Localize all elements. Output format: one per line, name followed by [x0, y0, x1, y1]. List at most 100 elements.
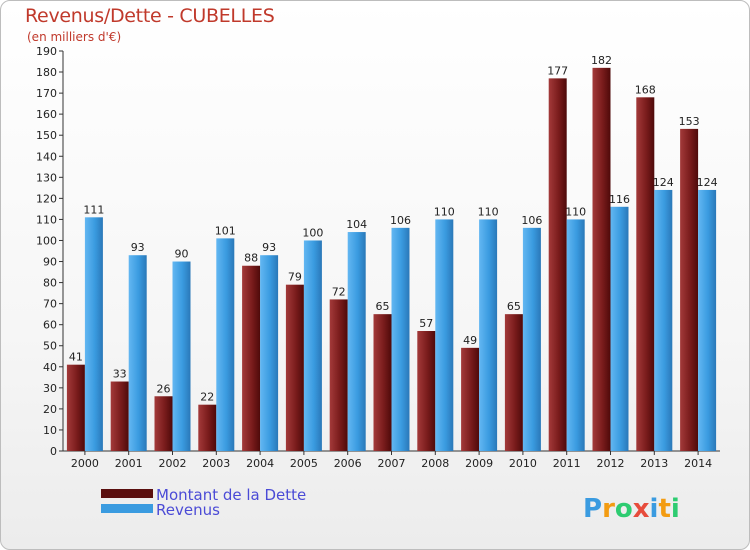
data-label-debt: 22 — [200, 391, 214, 404]
bar-revenue — [479, 219, 498, 451]
bar-revenue — [566, 219, 585, 451]
legend-label: Montant de la Dette — [156, 486, 306, 504]
y-tick-label: 190 — [36, 45, 57, 58]
x-tick-label: 2004 — [246, 457, 274, 470]
data-label-revenue: 90 — [175, 248, 189, 261]
bar-debt — [373, 314, 392, 451]
bar-debt — [242, 265, 261, 451]
bar-debt — [504, 314, 523, 451]
y-tick-label: 130 — [36, 171, 57, 184]
y-tick-label: 150 — [36, 129, 57, 142]
bar-debt — [110, 381, 129, 451]
y-tick-label: 60 — [43, 319, 57, 332]
x-tick-label: 2012 — [597, 457, 625, 470]
bar-revenue — [391, 227, 410, 451]
data-label-debt: 177 — [547, 64, 568, 77]
bar-debt — [329, 299, 348, 451]
bar-revenue — [128, 255, 147, 451]
proxiti-logo: Proxiti — [583, 494, 680, 524]
data-label-debt: 72 — [332, 285, 346, 298]
data-label-debt: 153 — [679, 115, 700, 128]
y-tick-label: 20 — [43, 403, 57, 416]
x-tick-label: 2011 — [553, 457, 581, 470]
watermark-text: Proxiti — [583, 494, 680, 524]
bar-debt — [636, 97, 655, 451]
y-tick-label: 170 — [36, 87, 57, 100]
data-label-revenue: 106 — [521, 214, 542, 227]
y-tick-label: 120 — [36, 192, 57, 205]
data-label-revenue: 101 — [215, 224, 236, 237]
bar-revenue — [172, 261, 191, 451]
x-tick-label: 2014 — [684, 457, 712, 470]
bar-revenue — [84, 217, 103, 451]
bar-revenue — [522, 227, 541, 451]
bar-debt — [154, 396, 173, 451]
bar-debt — [548, 78, 567, 452]
data-label-debt: 65 — [507, 300, 521, 313]
data-label-debt: 26 — [157, 382, 171, 395]
bar-revenue — [260, 255, 279, 451]
y-tick-label: 160 — [36, 108, 57, 121]
data-label-revenue: 104 — [346, 218, 367, 231]
bar-debt — [592, 67, 611, 451]
x-tick-label: 2013 — [640, 457, 668, 470]
chart-title: Revenus/Dette - CUBELLES — [25, 5, 275, 27]
y-tick-label: 0 — [50, 445, 57, 458]
data-label-revenue: 116 — [609, 193, 630, 206]
y-tick-label: 80 — [43, 277, 57, 290]
data-label-revenue: 111 — [83, 203, 104, 216]
bars — [66, 67, 717, 452]
y-tick-label: 30 — [43, 382, 57, 395]
bar-revenue — [610, 206, 629, 451]
bar-revenue — [347, 232, 366, 451]
bar-revenue — [303, 240, 322, 451]
x-tick-label: 2009 — [465, 457, 493, 470]
bar-debt — [417, 331, 436, 451]
data-label-debt: 79 — [288, 271, 302, 284]
y-tick-label: 100 — [36, 234, 57, 247]
data-label-revenue: 110 — [478, 205, 499, 218]
legend-swatch — [101, 504, 153, 513]
data-label-debt: 182 — [591, 54, 612, 67]
legend-label: Revenus — [156, 501, 220, 519]
x-tick-label: 2006 — [334, 457, 362, 470]
bar-debt — [198, 404, 217, 451]
bar-debt — [680, 128, 699, 451]
x-tick-label: 2008 — [421, 457, 449, 470]
data-label-revenue: 100 — [302, 226, 323, 239]
y-tick-label: 90 — [43, 256, 57, 269]
x-tick-label: 2010 — [509, 457, 537, 470]
bar-revenue — [216, 238, 235, 451]
y-tick-label: 110 — [36, 213, 57, 226]
data-label-debt: 168 — [635, 83, 656, 96]
data-label-revenue: 93 — [262, 241, 276, 254]
data-label-revenue: 110 — [434, 205, 455, 218]
y-tick-label: 40 — [43, 361, 57, 374]
y-tick-label: 10 — [43, 424, 57, 437]
data-label-debt: 41 — [69, 351, 83, 364]
data-label-debt: 33 — [113, 368, 127, 381]
y-axis: 0 10 20 30 40 50 60 70 80 90 100 110 120 130 140 150 160… — [36, 45, 64, 458]
data-labels: 41 111 33 93 26 90 22 101 88 93 79 100 72 104 65 106 57 1… — [69, 54, 718, 404]
data-label-debt: 49 — [463, 334, 477, 347]
data-label-revenue: 106 — [390, 214, 411, 227]
x-axis: 2000 2001 2002 2003 2004 2005 2006 2007 2008 2009… — [63, 450, 720, 470]
y-tick-label: 50 — [43, 340, 57, 353]
x-tick-label: 2007 — [378, 457, 406, 470]
y-tick-label: 180 — [36, 66, 57, 79]
bar-revenue — [435, 219, 454, 451]
bar-debt — [461, 347, 480, 451]
data-label-debt: 88 — [244, 252, 258, 265]
bar-revenue — [698, 189, 717, 451]
bar-revenue — [654, 189, 673, 451]
legend-swatch — [101, 489, 153, 498]
data-label-debt: 57 — [419, 317, 433, 330]
data-label-debt: 65 — [376, 300, 390, 313]
x-tick-label: 2001 — [115, 457, 143, 470]
bar-debt — [66, 364, 85, 451]
x-tick-label: 2005 — [290, 457, 318, 470]
x-tick-label: 2003 — [202, 457, 230, 470]
